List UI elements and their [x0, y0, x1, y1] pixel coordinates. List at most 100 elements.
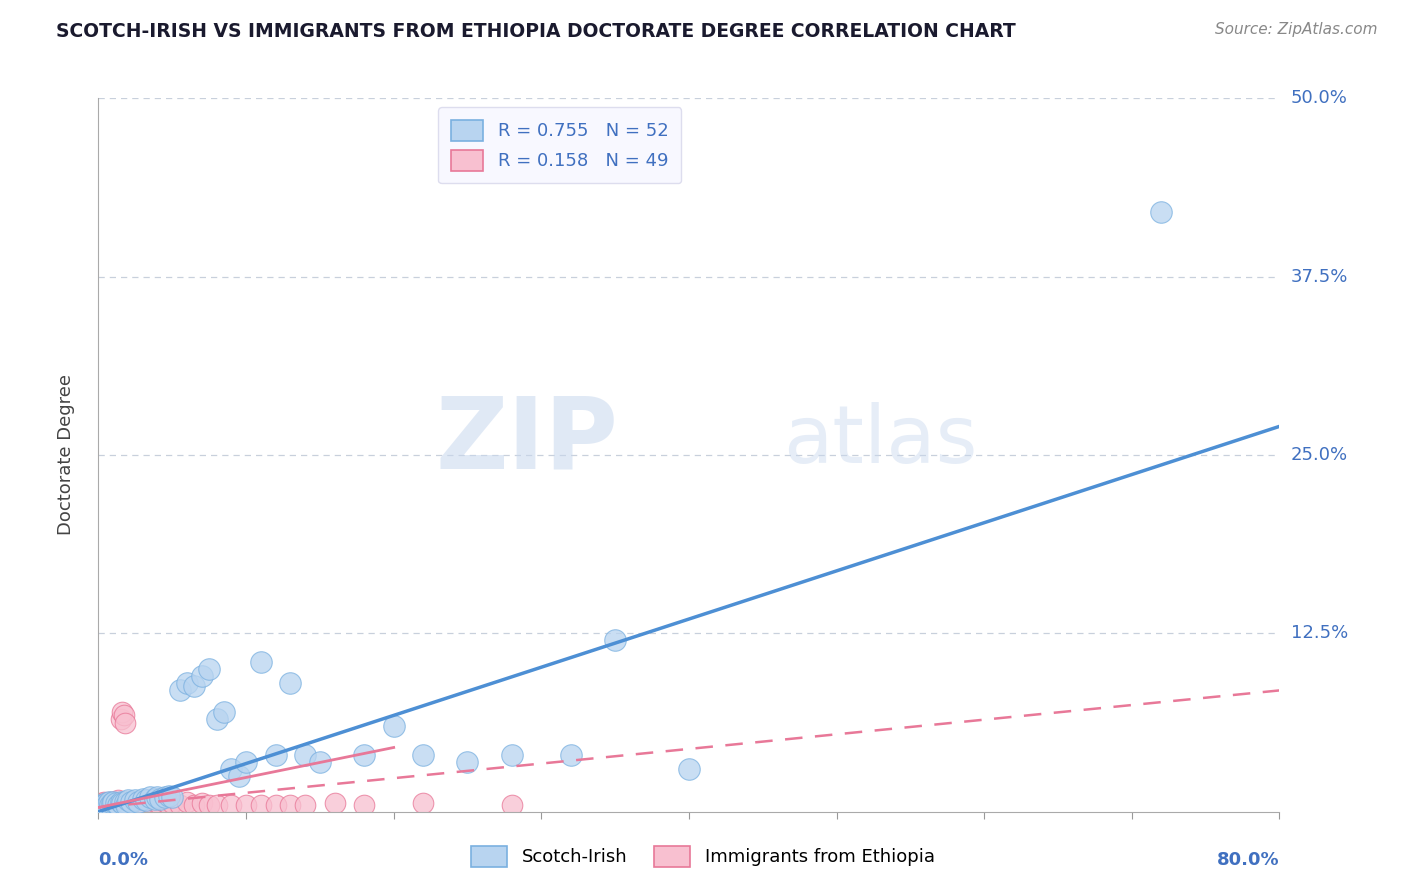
Point	[412, 747, 434, 762]
Text: 50.0%: 50.0%	[1291, 89, 1347, 107]
Point	[91, 797, 114, 812]
Point	[124, 793, 146, 807]
Point	[382, 719, 405, 733]
Point	[117, 793, 139, 807]
Point	[108, 796, 131, 810]
Point	[278, 676, 302, 690]
Point	[250, 797, 273, 812]
Point	[146, 790, 169, 805]
Point	[110, 795, 132, 809]
Point	[309, 755, 332, 769]
Point	[115, 797, 138, 812]
Point	[294, 797, 316, 812]
Point	[294, 747, 316, 762]
Point	[98, 797, 121, 812]
Point	[90, 797, 112, 812]
Point	[198, 797, 221, 812]
Point	[105, 796, 128, 810]
Text: 12.5%: 12.5%	[1291, 624, 1348, 642]
Point	[94, 796, 117, 810]
Text: 80.0%: 80.0%	[1216, 851, 1279, 869]
Point	[103, 795, 125, 809]
Text: 0.0%: 0.0%	[98, 851, 149, 869]
Point	[120, 796, 142, 810]
Point	[169, 683, 191, 698]
Text: 25.0%: 25.0%	[1291, 446, 1348, 464]
Point	[115, 797, 138, 812]
Point	[97, 795, 120, 809]
Point	[235, 797, 257, 812]
Point	[183, 797, 205, 812]
Point	[235, 755, 257, 769]
Point	[96, 796, 118, 810]
Point	[228, 769, 250, 783]
Point	[112, 707, 135, 722]
Point	[117, 795, 139, 809]
Point	[205, 712, 228, 726]
Point	[146, 796, 169, 810]
Text: ZIP: ZIP	[436, 392, 619, 489]
Point	[114, 716, 136, 731]
Point	[90, 796, 112, 810]
Point	[162, 796, 183, 810]
Point	[323, 796, 346, 810]
Point	[100, 796, 122, 810]
Point	[98, 797, 121, 812]
Point	[114, 795, 136, 809]
Point	[132, 792, 155, 806]
Point	[120, 795, 142, 809]
Point	[176, 676, 198, 690]
Point	[264, 797, 287, 812]
Point	[169, 797, 191, 812]
Point	[501, 747, 523, 762]
Point	[135, 797, 157, 812]
Point	[560, 747, 582, 762]
Point	[110, 712, 132, 726]
Point	[107, 793, 129, 807]
Text: 37.5%: 37.5%	[1291, 268, 1348, 285]
Point	[149, 792, 172, 806]
Point	[250, 655, 273, 669]
Point	[353, 797, 375, 812]
Point	[139, 790, 162, 805]
Point	[89, 797, 111, 812]
Point	[219, 762, 242, 776]
Point	[412, 796, 434, 810]
Point	[111, 705, 134, 719]
Text: SCOTCH-IRISH VS IMMIGRANTS FROM ETHIOPIA DOCTORATE DEGREE CORRELATION CHART: SCOTCH-IRISH VS IMMIGRANTS FROM ETHIOPIA…	[56, 22, 1017, 41]
Point	[205, 797, 228, 812]
Point	[198, 662, 221, 676]
Text: Source: ZipAtlas.com: Source: ZipAtlas.com	[1215, 22, 1378, 37]
Point	[104, 797, 127, 812]
Point	[1150, 205, 1173, 219]
Point	[135, 793, 157, 807]
Point	[93, 797, 115, 812]
Point	[162, 790, 183, 805]
Text: atlas: atlas	[783, 401, 977, 480]
Point	[103, 796, 125, 810]
Point	[127, 795, 149, 809]
Point	[132, 796, 155, 810]
Point	[456, 755, 478, 769]
Point	[157, 789, 180, 803]
Point	[191, 669, 214, 683]
Point	[91, 797, 114, 812]
Point	[100, 795, 122, 809]
Point	[94, 796, 117, 810]
Point	[128, 797, 150, 812]
Point	[149, 797, 172, 812]
Point	[122, 797, 145, 812]
Point	[153, 795, 176, 809]
Point	[219, 797, 242, 812]
Point	[264, 747, 287, 762]
Legend: R = 0.755   N = 52, R = 0.158   N = 49: R = 0.755 N = 52, R = 0.158 N = 49	[439, 107, 681, 183]
Point	[501, 797, 523, 812]
Point	[97, 795, 120, 809]
Point	[678, 762, 700, 776]
Point	[191, 796, 214, 810]
Point	[111, 796, 134, 810]
Point	[96, 797, 118, 812]
Point	[141, 797, 163, 812]
Point	[138, 795, 160, 809]
Point	[176, 795, 198, 809]
